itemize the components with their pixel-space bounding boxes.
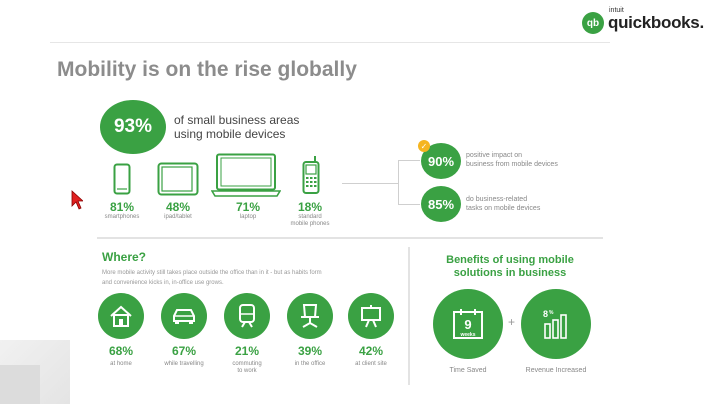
column-divider (408, 247, 410, 385)
slide-title: Mobility is on the rise globally (57, 58, 357, 81)
location-circle-commuting (224, 293, 270, 339)
logo-name: quickbooks. (608, 13, 704, 32)
tablet-icon (157, 162, 199, 196)
location-circle-home (98, 293, 144, 339)
benefit-label-revenue: Revenue Increased (525, 367, 587, 374)
where-title: Where? (102, 250, 147, 264)
impact-stat-text-1-line2: business from mobile devices (466, 161, 558, 168)
device-label-mobile-phones: standard mobile phones (275, 214, 345, 228)
device-label-smartphones: smartphones (104, 214, 140, 220)
benefits-title-line1: Benefits of using mobile (446, 254, 574, 266)
location-stat-client: 42% (358, 344, 384, 358)
benefits-title-line2: solutions in business (453, 267, 567, 279)
headline-text: of small business areas using mobile dev… (174, 113, 299, 141)
benefits-title: Benefits of using mobile solutions in bu… (425, 254, 595, 280)
connector-branch-top (398, 160, 420, 161)
headline-stat-value: 93% (113, 116, 153, 137)
where-description-line2: and convenience kicks in, in-office use … (102, 280, 224, 286)
benefit-circle-revenue: 8 % (521, 289, 591, 359)
logo-intuit-text: intuit (609, 7, 624, 14)
location-circle-office (287, 293, 333, 339)
device-stat-smartphones: 81% (109, 200, 135, 214)
impact-stat-value-2: 85% (427, 196, 455, 212)
impact-stat-text-2-line1: do business-related (466, 196, 528, 203)
calendar-icon: 9 weeks (453, 309, 483, 339)
headline-text-line2: using mobile devices (174, 127, 286, 141)
device-stat-tablet: 48% (165, 200, 191, 214)
location-stat-travelling: 67% (171, 344, 197, 358)
location-circle-travelling (161, 293, 207, 339)
where-description: More mobile activity still takes place o… (102, 268, 402, 288)
benefit-label-time: Time Saved (449, 367, 487, 374)
revenue-unit: % (549, 310, 554, 316)
presentation-board-icon (361, 305, 381, 328)
connector-branch-bottom (398, 204, 420, 205)
logo-wordmark: intuit quickbooks. (608, 7, 704, 33)
location-label-travelling: while travelling (164, 361, 204, 367)
header-divider (50, 42, 610, 43)
location-label-client: at client site (355, 361, 387, 367)
device-label-laptop: laptop (239, 214, 257, 220)
revenue-number: 8 (543, 309, 548, 319)
impact-stat-text-1-line1: positive impact on (466, 152, 523, 159)
device-label-tablet: ipad/tablet (164, 214, 192, 220)
calendar-number: 9 (464, 317, 471, 332)
car-icon (173, 309, 195, 324)
where-description-line1: More mobile activity still takes place o… (102, 270, 322, 276)
bar-chart-icon: 8 % (543, 309, 567, 339)
location-stat-commuting: 21% (234, 344, 260, 358)
location-stat-office: 39% (297, 344, 323, 358)
train-icon (239, 304, 255, 328)
impact-stat-value-1: 90% (427, 153, 455, 169)
device-label-mobile-phones-line2: mobile phones (290, 221, 330, 227)
headline-stat-circle: 93% (100, 100, 166, 154)
location-circle-client (348, 293, 394, 339)
home-icon (110, 305, 132, 327)
device-stat-laptop: 71% (235, 200, 261, 214)
location-label-commuting: commuting to work (212, 361, 282, 375)
location-label-home: at home (110, 361, 132, 367)
checkmark-icon: ✓ (418, 140, 430, 152)
location-stat-home: 68% (108, 344, 134, 358)
impact-stat-text-1: positive impact on business from mobile … (466, 151, 558, 169)
location-label-office: in the office (294, 361, 326, 367)
headline-text-line1: of small business areas (174, 113, 300, 127)
plus-sign: + (508, 315, 516, 329)
office-chair-icon (301, 304, 319, 328)
location-label-commuting-line2: to work (237, 368, 257, 374)
quickbooks-logo: qb intuit quickbooks. (582, 7, 704, 36)
mobile-phone-icon (302, 156, 320, 194)
connector-line (342, 183, 398, 184)
benefit-circle-time: 9 weeks (433, 289, 503, 359)
section-divider (97, 237, 603, 239)
impact-stat-text-2-line2: tasks on mobile devices (466, 205, 541, 212)
impact-stat-circle-2: 85% (421, 186, 461, 222)
device-stat-mobile-phones: 18% (297, 200, 323, 214)
laptop-icon (211, 153, 281, 197)
mouse-cursor-icon (71, 190, 83, 210)
impact-stat-text-2: do business-related tasks on mobile devi… (466, 195, 540, 213)
calendar-unit: weeks (459, 332, 475, 338)
device-label-mobile-phones-line1: standard (298, 214, 322, 220)
location-label-commuting-line1: commuting (232, 361, 262, 367)
smartphone-icon (113, 163, 131, 195)
quickbooks-logo-icon: qb (582, 12, 604, 34)
connector-bracket (398, 160, 399, 205)
corner-decoration-inner (0, 365, 40, 404)
